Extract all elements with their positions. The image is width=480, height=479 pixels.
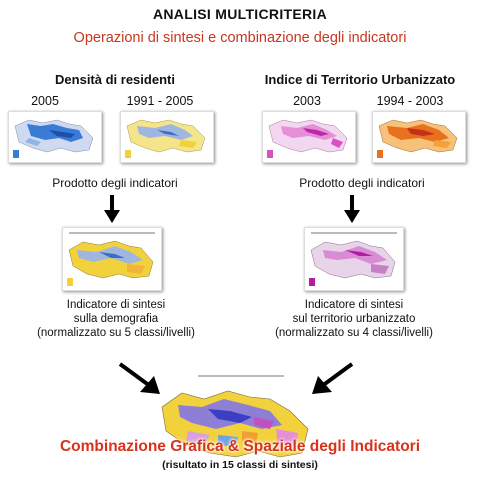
left-year-2: 1991 - 2005 (126, 94, 194, 108)
right-indicator-description: Indicatore di sintesi sul territorio urb… (264, 298, 444, 340)
right-product-label: Prodotto degli indicatori (299, 176, 425, 190)
left-product-label: Prodotto degli indicatori (52, 176, 178, 190)
right-year-1: 2003 (293, 94, 321, 108)
map-density-2005 (8, 111, 102, 163)
right-diagonal-arrow-icon (310, 362, 354, 396)
result-title: Combinazione Grafica & Spaziale degli In… (59, 438, 421, 455)
map-urban-2003 (262, 111, 356, 163)
right-indicator-line-1: Indicatore di sintesi (304, 299, 404, 311)
left-indicator-line-3: (normalizzato su 5 classi/livelli) (37, 327, 195, 339)
left-diagonal-arrow-icon (118, 362, 162, 396)
left-indicator-line-2: sulla demografia (73, 313, 159, 325)
left-indicator-line-1: Indicatore di sintesi (66, 299, 166, 311)
map-indicator-urban (304, 227, 404, 291)
right-indicator-line-2: sul territorio urbanizzato (292, 313, 416, 325)
page-title: ANALISI MULTICRITERIA (152, 6, 328, 22)
right-year-2: 1994 - 2003 (376, 94, 444, 108)
result-subtitle: (risultato in 15 classi di sintesi) (162, 459, 318, 471)
map-indicator-demography (62, 227, 162, 291)
map-density-1991-2005 (120, 111, 214, 163)
right-down-arrow-icon (344, 195, 360, 223)
map-urban-1994-2003 (372, 111, 466, 163)
left-heading: Densità di residenti (55, 72, 175, 87)
right-heading: Indice di Territorio Urbanizzato (264, 72, 456, 87)
left-indicator-description: Indicatore di sintesi sulla demografia (… (26, 298, 206, 340)
right-indicator-line-3: (normalizzato su 4 classi/livelli) (275, 327, 433, 339)
left-down-arrow-icon (104, 195, 120, 223)
map-combined-result (158, 371, 320, 479)
page-subtitle: Operazioni di sintesi e combinazione deg… (73, 30, 407, 46)
left-year-1: 2005 (31, 94, 59, 108)
